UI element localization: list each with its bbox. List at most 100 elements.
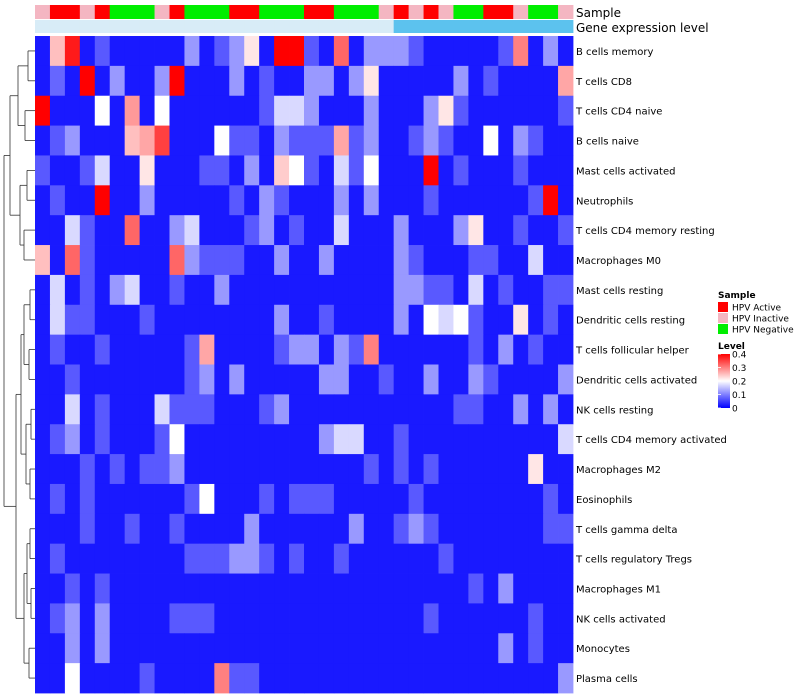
heatmap-cell	[289, 155, 305, 186]
heatmap-cell	[423, 603, 439, 634]
heatmap-cell	[124, 513, 141, 545]
heatmap-cell	[438, 245, 454, 276]
row-labels: B cells memory T cells CD8 T cells CD4 nai…	[575, 47, 727, 685]
heatmap-cell	[558, 364, 574, 395]
heatmap-cell	[558, 36, 574, 67]
heatmap-cell	[64, 513, 81, 545]
heatmap-cell	[244, 454, 260, 485]
heatmap-cell	[423, 633, 439, 664]
heatmap-cell	[498, 513, 514, 545]
sample-annotation-cell	[79, 5, 96, 19]
heatmap-cell	[199, 215, 215, 246]
heatmap-cell	[348, 155, 365, 186]
heatmap-cell	[289, 633, 305, 664]
heatmap-cell	[438, 304, 454, 336]
heatmap-cell	[49, 513, 66, 545]
heatmap-cell	[169, 304, 185, 336]
heatmap-cell	[304, 394, 320, 425]
sample-legend-swatch	[718, 313, 728, 323]
heatmap-cell	[513, 573, 529, 604]
row-label: Macrophages M2	[576, 465, 661, 476]
heatmap-cell	[49, 65, 66, 97]
heatmap-cell	[363, 95, 380, 126]
sample-annotation-cell	[199, 5, 215, 19]
heatmap-cell	[49, 394, 66, 425]
heatmap-cell	[94, 155, 111, 186]
heatmap-cell	[214, 334, 230, 365]
heatmap-cell	[79, 125, 96, 156]
heatmap-cell	[438, 334, 454, 365]
heatmap-cell	[378, 185, 395, 216]
heatmap-cell	[498, 125, 514, 156]
gene-expression-annotation-cell	[468, 20, 484, 33]
heatmap-cell	[363, 155, 380, 186]
heatmap-cell	[64, 125, 81, 156]
sample-legend-label: HPV Inactive	[732, 315, 789, 325]
heatmap-cell	[124, 65, 141, 97]
sample-annotation-cell	[229, 5, 245, 19]
heatmap-cell	[274, 394, 290, 425]
heatmap-cell	[513, 424, 529, 455]
heatmap-cell	[558, 663, 574, 694]
sample-annotation-cell	[49, 5, 66, 19]
heatmap-cell	[498, 334, 514, 365]
heatmap-cell	[64, 155, 81, 186]
heatmap-cell	[363, 633, 380, 664]
heatmap-cell	[498, 245, 514, 276]
heatmap-cell	[184, 334, 200, 365]
heatmap-cell	[79, 454, 96, 485]
heatmap-cell	[289, 424, 305, 455]
heatmap-cell	[169, 454, 185, 485]
heatmap-cell	[79, 304, 96, 336]
heatmap-cell	[109, 483, 126, 515]
heatmap-cell	[214, 215, 230, 246]
heatmap-cell	[64, 95, 81, 126]
heatmap-cell	[199, 65, 215, 97]
heatmap-cell	[348, 543, 365, 574]
heatmap-cell	[259, 633, 275, 664]
heatmap-cell	[244, 185, 260, 216]
heatmap-cells	[35, 36, 574, 694]
row-label: NK cells activated	[576, 614, 666, 625]
heatmap-cell	[468, 543, 484, 574]
heatmap-cell	[468, 513, 484, 545]
heatmap-cell	[304, 65, 320, 97]
heatmap-cell	[408, 274, 424, 306]
sample-annotation-cell	[453, 5, 469, 19]
heatmap-cell	[169, 424, 185, 455]
heatmap-cell	[109, 663, 126, 694]
heatmap-cell	[124, 125, 141, 156]
heatmap-cell	[64, 573, 81, 604]
heatmap-cell	[468, 334, 484, 365]
heatmap-cell	[124, 483, 141, 515]
heatmap-cell	[528, 334, 544, 365]
sample-annotation-cell	[289, 5, 305, 19]
heatmap-cell	[229, 573, 245, 604]
heatmap-cell	[558, 394, 574, 425]
heatmap-cell	[543, 95, 559, 126]
heatmap-cell	[348, 95, 365, 126]
heatmap-cell	[289, 245, 305, 276]
heatmap-cell	[468, 36, 484, 67]
heatmap-cell	[109, 424, 126, 455]
heatmap-cell	[244, 573, 260, 604]
heatmap-cell	[64, 304, 81, 336]
heatmap-cell	[79, 245, 96, 276]
heatmap-cell	[348, 663, 365, 694]
heatmap-cell	[139, 543, 155, 574]
heatmap-cell	[363, 663, 380, 694]
heatmap-cell	[498, 155, 514, 186]
gene-expression-annotation-cell	[543, 20, 559, 33]
heatmap-cell	[49, 36, 66, 67]
heatmap-cell	[199, 513, 215, 545]
sample-annotation-cell	[363, 5, 380, 19]
heatmap-cell	[468, 364, 484, 395]
sample-annotation-cell	[423, 5, 439, 19]
gene-expression-annotation-cell	[498, 20, 514, 33]
heatmap-cell	[423, 65, 439, 97]
heatmap-cell	[318, 454, 335, 485]
heatmap-cell	[139, 483, 155, 515]
heatmap-cell	[333, 65, 350, 97]
heatmap-cell	[438, 603, 454, 634]
heatmap-cell	[423, 663, 439, 694]
